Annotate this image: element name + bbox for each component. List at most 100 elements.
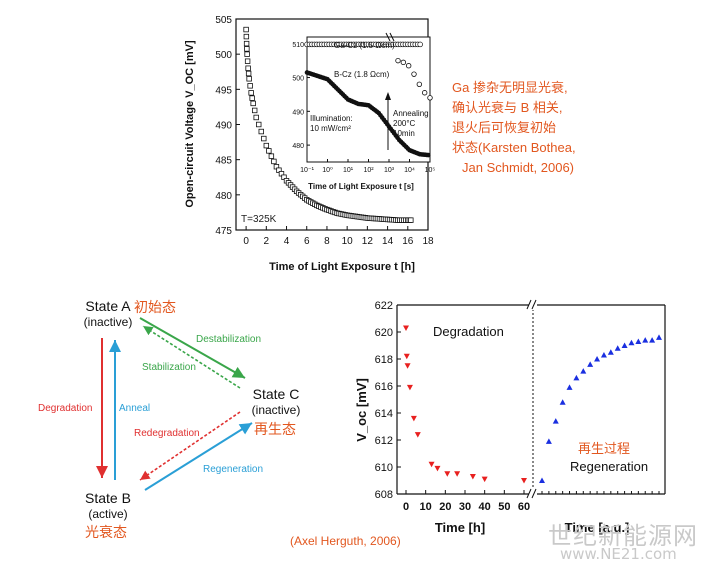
y-tick-label: 612 [375,435,393,447]
data-point [244,58,251,64]
y-tick-label: 622 [375,300,393,312]
inset-x-tick-label: 10² [363,167,374,174]
state-a-name: State A [85,298,131,314]
label-regeneration: Regeneration [203,464,263,475]
bottom-x-axis-label-right: Time [a.u.] [565,520,630,535]
y-tick-label: 505 [215,15,232,26]
data-point [248,90,254,96]
state-a-cn: 初始态 [134,299,176,315]
degradation-point [410,415,417,422]
data-point [263,142,270,149]
data-point [249,95,255,101]
data-point [244,51,250,57]
x-tick-label: 12 [362,236,374,247]
note-line-3: 退火后可恢复初始 [452,120,557,135]
data-point [256,121,262,128]
annealed-point [411,71,417,77]
bottom-y-axis-label: V_oc [mV] [354,378,369,442]
x-tick-label: 8 [324,236,330,247]
x-tick-label: 10 [420,501,432,513]
label-redegradation: Redegradation [134,428,200,439]
inset-x-tick-label: 10⁰ [322,166,333,174]
state-b-cn: 光衰态 [85,524,127,540]
regeneration-arrow [144,422,253,491]
note-line-5: Jan Schmidt, 2006) [462,160,575,175]
x-tick-label: 0 [243,236,249,247]
x-tick-label: 6 [304,236,310,247]
regeneration-label: Regeneration [570,459,648,474]
degradation-point [481,476,488,483]
regeneration-point [545,438,552,444]
inset-x-tick-label: 10⁵ [425,167,436,174]
y-tick-label: 490 [215,121,232,132]
inset-x-tick-label: 10⁻¹ [300,167,314,174]
y-tick-label: 614 [375,408,393,420]
state-c: State C (inactive) [246,386,306,418]
degradation-point [404,363,411,369]
state-b: State B (active) [78,490,138,522]
degradation-point [521,478,527,484]
y-tick-label: 610 [375,462,393,474]
regeneration-point [552,418,559,424]
axis-break-gap [529,489,537,499]
note-line-1: Ga 掺杂无明显光衰, [452,80,568,95]
x-tick-label: 16 [402,236,414,247]
data-point [251,107,258,114]
x-tick-label: 18 [422,236,434,247]
regeneration-point [628,339,635,346]
x-tick-label: 50 [498,501,510,513]
degradation-point [414,432,421,438]
regeneration-point [649,337,656,343]
watermark-cn: 世纪新能源网 [548,522,698,550]
citation-herguth: (Axel Herguth, 2006) [290,534,401,548]
data-point [245,70,252,77]
inset-y-tick-label: 480 [292,143,304,150]
data-point [246,76,252,82]
data-point [245,65,251,71]
data-point [253,114,259,121]
degradation-point [403,353,410,360]
regeneration-point [566,384,573,390]
inset-y-tick-label: 500 [292,76,304,83]
regeneration-point [559,399,566,405]
degradation-point [403,325,409,331]
degradation-point [469,473,476,480]
x-tick-label: 14 [382,236,394,247]
data-point [268,153,275,159]
top-x-axis-label: Time of Light Exposure t [h] [269,261,415,273]
data-point [271,158,277,165]
destabilization-arrow [139,317,246,379]
inset-label-illum-1: Illumination: [310,114,353,123]
degradation-point [444,471,451,477]
state-c-cn: 再生态 [254,421,296,437]
state-b-name: State B [85,490,131,506]
annealed-point [405,63,412,69]
x-tick-label: 20 [439,501,451,513]
annealed-point [427,95,433,101]
state-a-status: (inactive) [83,315,133,329]
y-tick-label: 480 [215,191,232,202]
anneal-arrow-head [385,92,391,100]
regeneration-point [614,345,621,351]
inset-y-tick-label: 510 [292,42,304,49]
state-a: State A (inactive) [78,298,138,330]
degradation-point [454,471,461,477]
y-tick-label: 620 [375,327,393,339]
note-line-2: 确认光衰与 B 相关, [452,100,563,115]
x-tick-label: 0 [403,501,409,513]
y-tick-label: 495 [215,85,232,96]
data-point [261,135,267,142]
voc-regeneration-chart: 608 610 612 614 616 618 620 622 0 10 20 30 40 50 60 De… [354,299,666,535]
degradation-point [428,461,435,468]
regeneration-point [594,356,601,362]
inset-x-tick-label: 10⁴ [404,167,415,174]
data-point [243,26,249,33]
regeneration-cn-label: 再生过程 [578,441,630,456]
regeneration-point [621,342,628,348]
note-line-4: 状态(Karsten Bothea, [452,140,576,155]
state-c-name: State C [252,386,300,402]
label-destabilization: Destabilization [196,334,261,345]
degradation-point [434,465,441,472]
data-point [258,128,264,135]
data-point [250,100,256,107]
